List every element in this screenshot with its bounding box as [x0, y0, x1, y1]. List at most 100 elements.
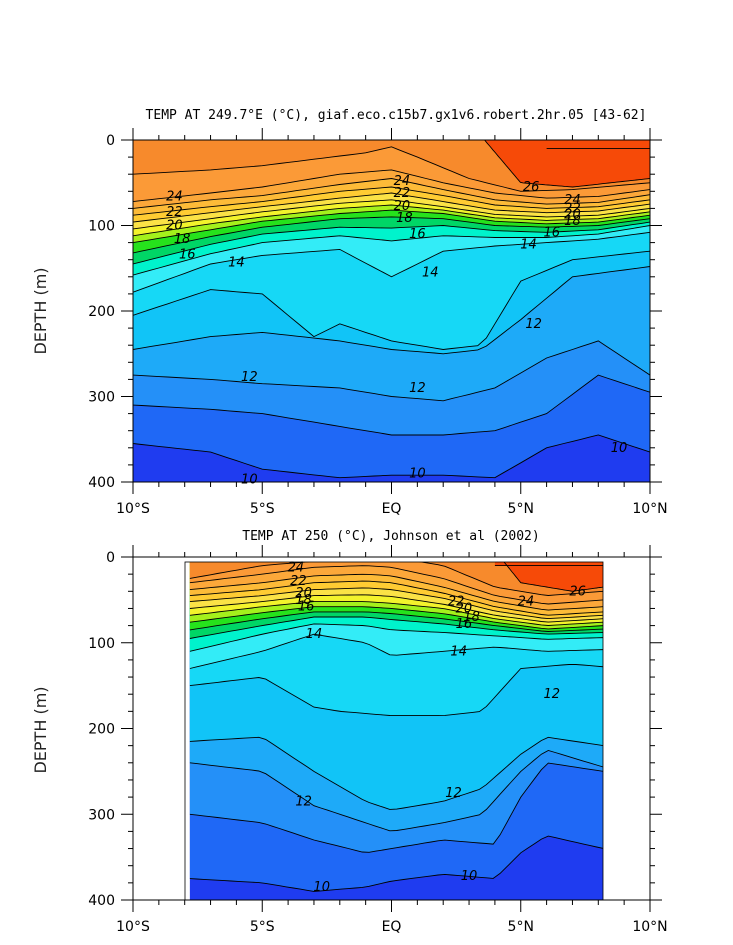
contour-label: 16	[543, 225, 560, 240]
contour-label: 10	[241, 472, 258, 487]
x-tick-label: 10°N	[632, 501, 667, 517]
isotherm-21	[189, 587, 603, 620]
y-axis-label-bottom: DEPTH (m)	[31, 686, 50, 773]
contour-label: 18	[396, 211, 413, 226]
contour-label: 12	[409, 381, 426, 396]
contour-label: 10	[313, 880, 330, 895]
contour-label: 16	[298, 600, 315, 615]
contour-label: 20	[166, 219, 183, 234]
isotherm-14	[133, 231, 650, 293]
isotherm-17	[189, 611, 603, 632]
isotherm-19	[133, 204, 650, 237]
isotherm-15	[189, 623, 603, 652]
isotherm-22	[189, 580, 603, 616]
y-tick-label: 0	[106, 550, 115, 566]
band-fill-26	[484, 140, 650, 187]
contour-label: 24	[518, 595, 535, 610]
isotherm-17	[133, 216, 650, 254]
isotherm-14	[189, 633, 603, 669]
y-tick-label: 300	[88, 390, 115, 406]
contour-label: 20	[456, 601, 473, 616]
x-tick-label: EQ	[382, 501, 402, 517]
contour-label: 14	[422, 266, 439, 281]
axes-bottom: 10°S 5°S EQ 5°N 10°N 0 100 200 300 400	[88, 545, 668, 935]
isotherm-12	[189, 736, 603, 810]
isotherm-lines-top	[133, 140, 650, 479]
isotherm-10	[189, 762, 603, 853]
contour-label: 24	[166, 189, 183, 204]
isotherm-18	[189, 606, 603, 630]
contour-label: 12	[525, 317, 542, 332]
isotherm-26	[484, 140, 650, 188]
x-tick-label: 5°S	[250, 919, 275, 935]
isotherm-15	[133, 225, 650, 276]
y-tick-label: 100	[88, 219, 115, 235]
contour-label: 22	[290, 574, 307, 589]
contour-label: 24	[394, 174, 411, 189]
contour-label: 24	[288, 560, 305, 575]
contour-label: 22	[564, 201, 581, 216]
isotherm-13	[133, 250, 650, 350]
isotherm-11	[189, 750, 603, 832]
contour-label: 10	[409, 466, 426, 481]
contour-label: 20	[295, 586, 312, 601]
band-fill-25	[189, 562, 603, 596]
contour-label: 18	[174, 232, 191, 247]
y-tick-label: 200	[88, 722, 115, 738]
chart-title-top: TEMP AT 249.7°E (°C), giaf.eco.c15b7.gx1…	[146, 108, 647, 123]
contour-label: 14	[450, 644, 467, 659]
contour-label: 16	[409, 227, 426, 242]
isotherm-24	[133, 169, 650, 203]
x-tick-label: EQ	[382, 919, 402, 935]
isotherm-25	[133, 146, 650, 192]
contour-label: 10	[611, 441, 628, 456]
x-tick-label: 10°S	[116, 501, 150, 517]
isotherm-16	[133, 221, 650, 265]
isotherm-11	[133, 340, 650, 402]
isotherm-lines-bottom	[189, 562, 603, 892]
isotherm-16	[189, 616, 603, 639]
isotherm-19	[189, 601, 603, 626]
isotherm-13	[189, 664, 603, 717]
contour-label: 22	[448, 595, 465, 610]
isotherm-23	[133, 178, 650, 209]
contour-label: 26	[523, 180, 540, 195]
y-tick-label: 200	[88, 304, 115, 320]
y-tick-label: 0	[106, 133, 115, 149]
data-area-frame	[184, 561, 604, 901]
contour-label: 12	[241, 370, 258, 385]
contour-label: 18	[564, 214, 581, 229]
chart-panel-top: TEMP AT 249.7°E (°C), giaf.eco.c15b7.gx1…	[31, 108, 668, 517]
y-tick-label: 300	[88, 807, 115, 823]
contour-label: 16	[179, 248, 196, 263]
contour-label: 12	[295, 794, 312, 809]
chart-title-bottom: TEMP AT 250 (°C), Johnson et al (2002)	[242, 529, 539, 544]
band-fill-27	[546, 140, 650, 149]
isotherm-18	[133, 209, 650, 244]
y-tick-label: 400	[88, 475, 115, 491]
contour-label: 14	[520, 237, 537, 252]
contour-label: 16	[456, 617, 473, 632]
contour-label: 12	[445, 786, 462, 801]
contour-label: 26	[569, 584, 586, 599]
y-tick-label: 400	[88, 893, 115, 909]
contour-label: 14	[306, 627, 323, 642]
contour-label: 20	[564, 207, 581, 222]
axes-top: 10°S 5°S EQ 5°N 10°N 0 100 200 300 400	[88, 128, 668, 517]
contour-label: 24	[564, 193, 581, 208]
isotherm-25	[189, 562, 603, 596]
isotherm-22	[133, 186, 650, 216]
y-axis-label-top: DEPTH (m)	[31, 267, 50, 354]
contour-label: 18	[295, 593, 312, 608]
isotherm-20	[133, 199, 650, 230]
x-tick-label: 10°S	[116, 919, 150, 935]
isotherm-9	[189, 835, 603, 892]
contour-label: 10	[461, 869, 478, 884]
x-tick-label: 10°N	[632, 919, 667, 935]
isotherm-20	[189, 594, 603, 623]
y-tick-label: 100	[88, 636, 115, 652]
contour-label: 22	[166, 205, 183, 220]
x-tick-label: 5°N	[508, 919, 534, 935]
